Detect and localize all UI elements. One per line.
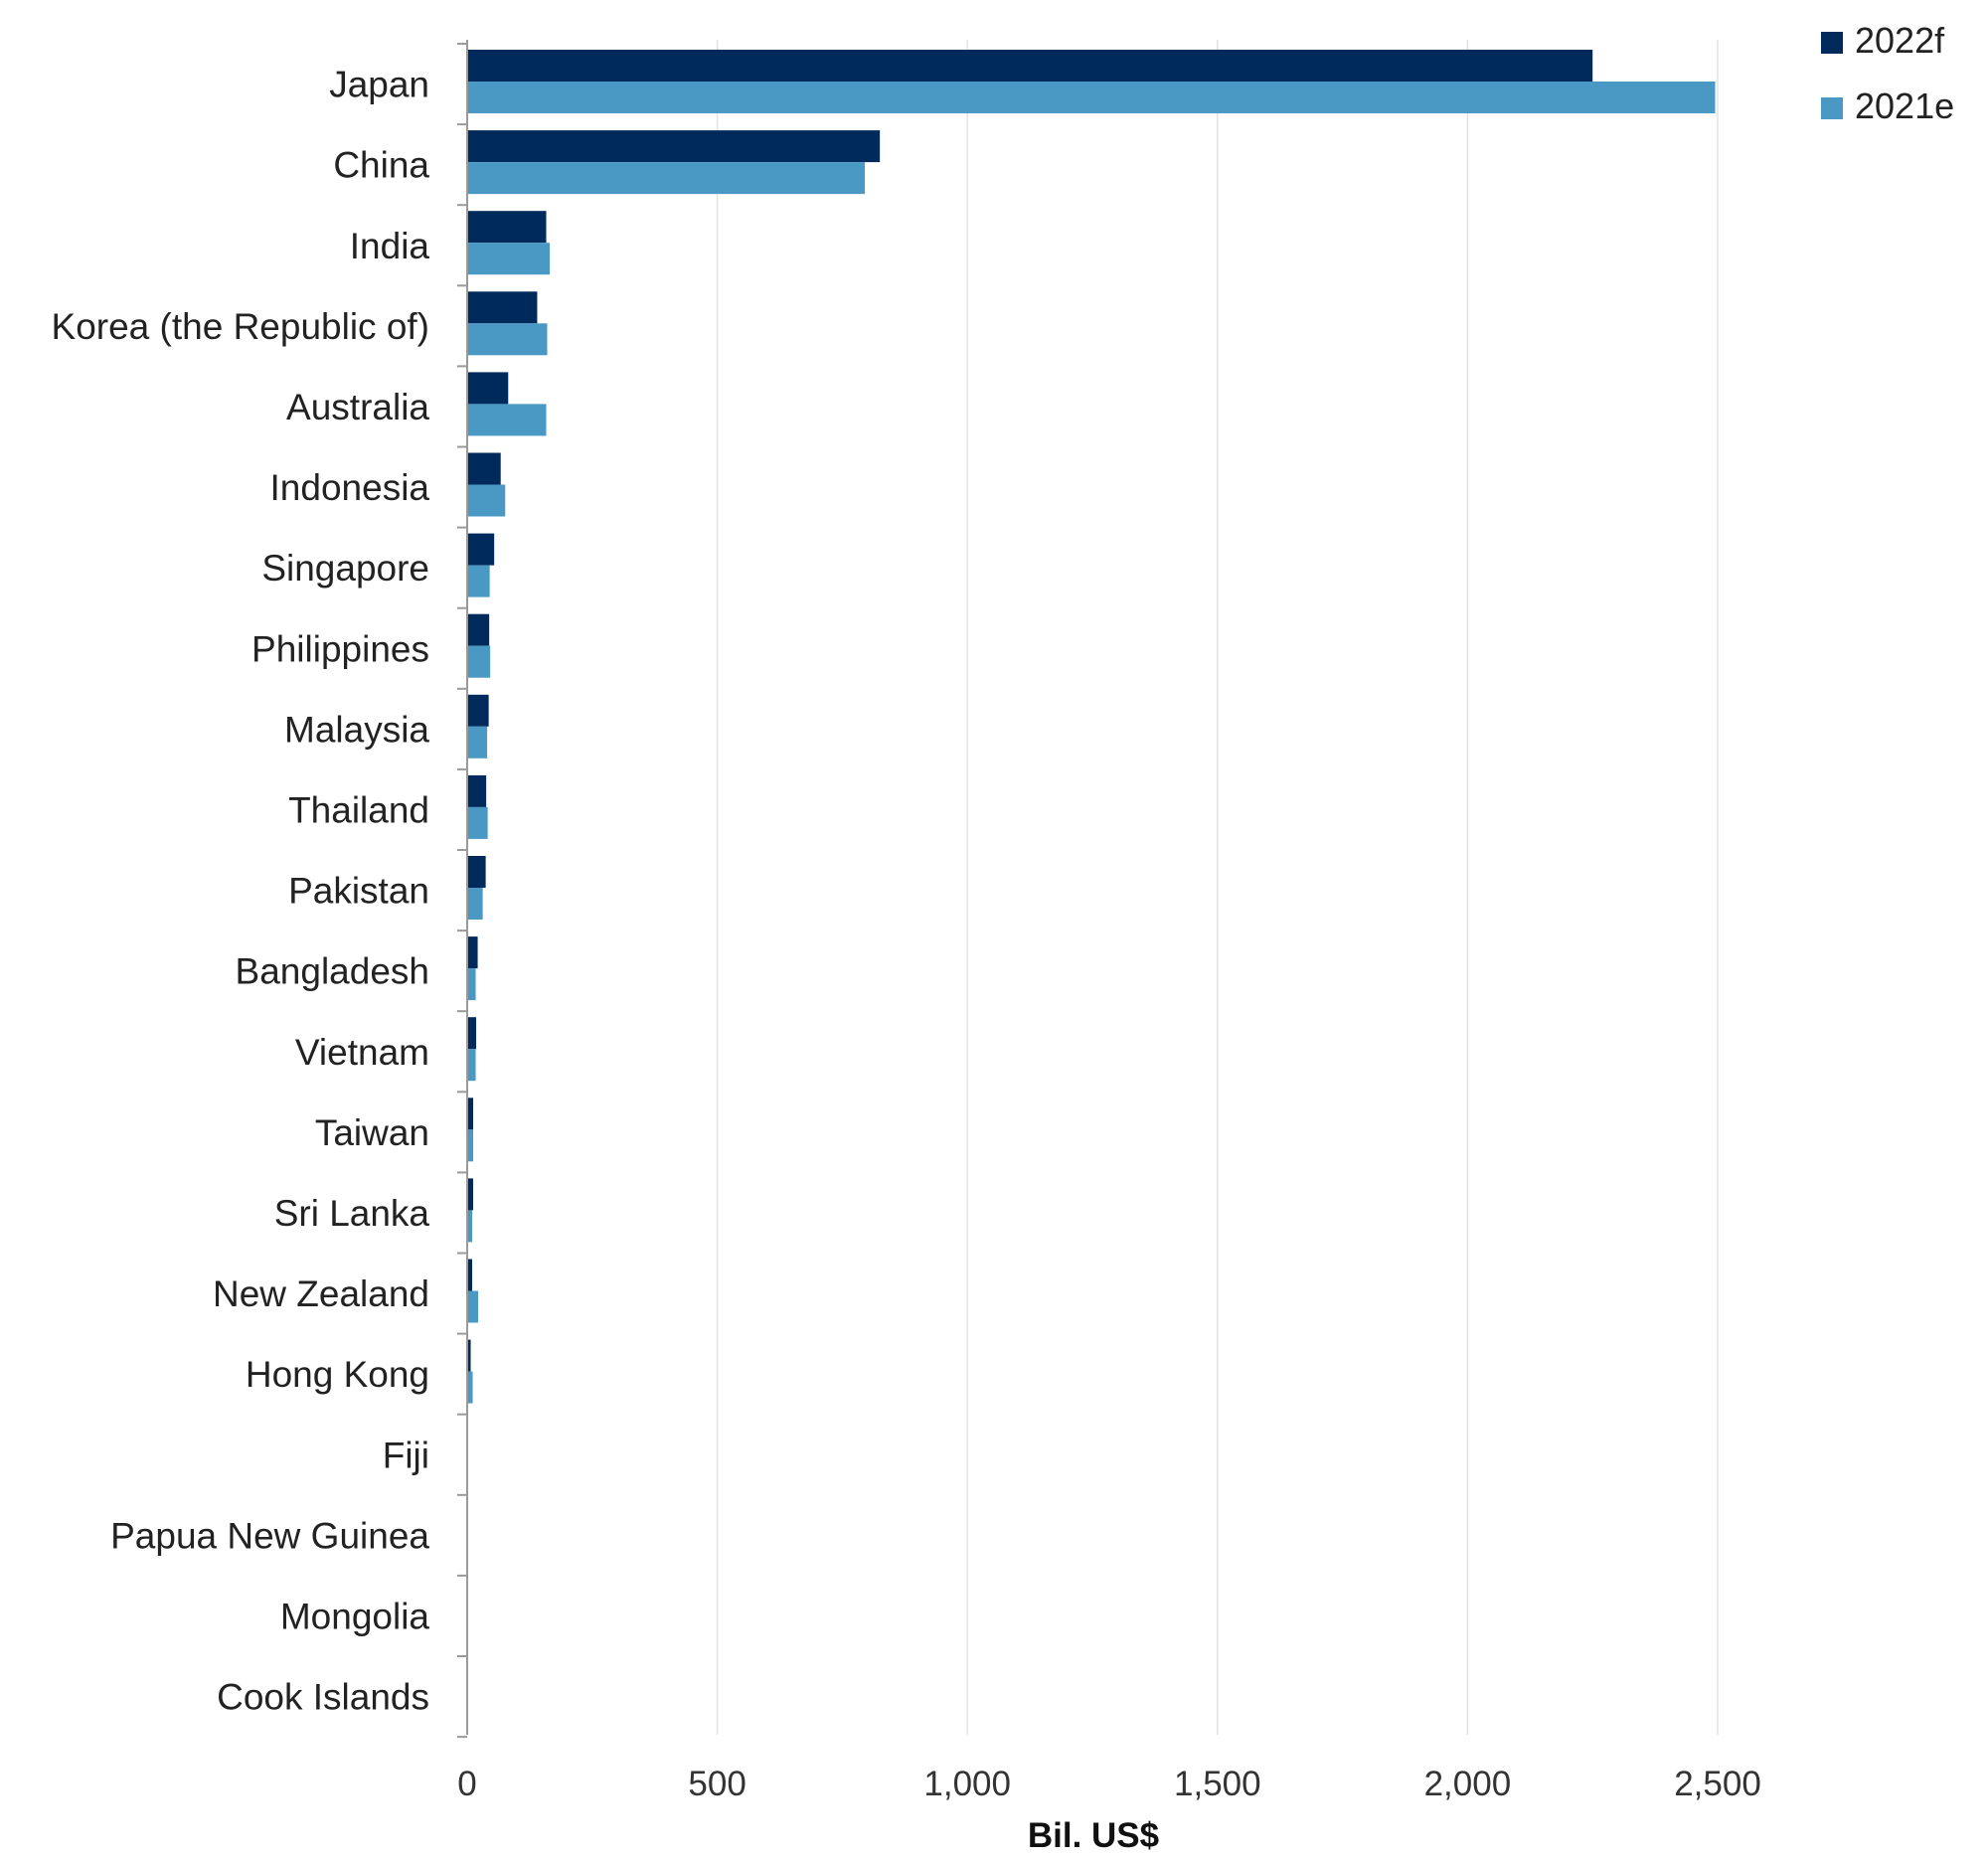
bar-2022f-thailand xyxy=(467,774,487,807)
bars xyxy=(467,50,1716,1404)
gridlines xyxy=(716,40,1719,1735)
category-label: Mongolia xyxy=(280,1596,430,1636)
x-tick-label-2000: 2,000 xyxy=(1424,1765,1512,1803)
bar-2022f-new-zealand xyxy=(467,1259,473,1291)
x-tick-labels: 0 500 1,000 1,500 2,000 2,500 xyxy=(457,1765,1761,1803)
legend-swatch-2022f xyxy=(1821,32,1843,54)
category-label: India xyxy=(350,226,430,266)
category-label: Papua New Guinea xyxy=(110,1515,429,1556)
x-tick-label-500: 500 xyxy=(688,1765,746,1803)
bar-2022f-malaysia xyxy=(467,694,489,727)
category-label: Cook Islands xyxy=(217,1677,429,1718)
category-label: Vietnam xyxy=(295,1032,429,1073)
bar-2021e-taiwan xyxy=(467,1129,474,1162)
bar-2021e-sri-lanka xyxy=(467,1210,473,1243)
legend: 2022f 2021e xyxy=(1821,20,1954,126)
bar-2021e-australia xyxy=(467,404,547,436)
bar-2022f-pakistan xyxy=(467,856,486,888)
category-label: Australia xyxy=(286,387,429,427)
bar-2022f-sri-lanka xyxy=(467,1178,474,1211)
bar-2022f-vietnam xyxy=(467,1017,477,1050)
bar-2021e-vietnam xyxy=(467,1049,476,1082)
category-label: Indonesia xyxy=(270,467,430,508)
category-label: Fiji xyxy=(383,1435,429,1475)
category-label: Singapore xyxy=(261,548,429,589)
bar-2021e-philippines xyxy=(467,645,491,678)
category-label: Philippines xyxy=(251,628,429,669)
bar-2021e-thailand xyxy=(467,806,488,839)
bar-2021e-hong-kong xyxy=(467,1371,473,1404)
bar-2021e-new-zealand xyxy=(467,1290,479,1323)
bar-2021e-indonesia xyxy=(467,484,506,517)
bar-2021e-china xyxy=(467,162,866,195)
bar-2022f-china xyxy=(467,130,881,163)
category-label: Sri Lanka xyxy=(274,1193,430,1234)
category-label: Malaysia xyxy=(284,709,429,750)
x-tick-label-0: 0 xyxy=(457,1765,476,1803)
bar-2021e-malaysia xyxy=(467,726,488,759)
category-label: Taiwan xyxy=(315,1112,429,1153)
bar-2021e-korea-the-republic-of- xyxy=(467,323,548,356)
x-tick-label-1000: 1,000 xyxy=(923,1765,1011,1803)
x-axis-title: Bil. US$ xyxy=(1028,1816,1159,1855)
category-labels: Japan China India Korea (the Republic of) Au… xyxy=(52,65,430,1718)
legend-label-2021e: 2021e xyxy=(1855,85,1954,126)
bar-2022f-bangladesh xyxy=(467,936,478,969)
bar-2022f-japan xyxy=(467,50,1593,82)
legend-swatch-2021e xyxy=(1821,97,1843,119)
category-label: Bangladesh xyxy=(236,951,429,992)
x-tick-label-1500: 1,500 xyxy=(1174,1765,1261,1803)
category-label: New Zealand xyxy=(213,1273,429,1314)
x-tick-label-2500: 2,500 xyxy=(1674,1765,1761,1803)
bar-2022f-singapore xyxy=(467,533,495,566)
bar-2021e-singapore xyxy=(467,565,490,597)
category-label: Korea (the Republic of) xyxy=(52,306,429,347)
bar-2022f-philippines xyxy=(467,613,490,646)
bar-2022f-australia xyxy=(467,372,509,405)
bar-2021e-bangladesh xyxy=(467,968,476,1001)
category-label: China xyxy=(333,145,429,186)
legend-label-2022f: 2022f xyxy=(1855,20,1945,61)
bar-2021e-india xyxy=(467,243,551,275)
bar-2022f-hong-kong xyxy=(467,1339,471,1372)
category-label: Thailand xyxy=(288,789,429,830)
bar-2021e-pakistan xyxy=(467,888,483,920)
category-label: Hong Kong xyxy=(246,1354,429,1395)
bar-2021e-japan xyxy=(467,82,1716,113)
bar-2022f-india xyxy=(467,211,547,244)
bar-2022f-korea-the-republic-of- xyxy=(467,291,538,324)
bar-2022f-indonesia xyxy=(467,452,501,485)
category-label: Pakistan xyxy=(288,871,429,912)
bar-2022f-taiwan xyxy=(467,1098,474,1130)
category-label: Japan xyxy=(329,65,429,105)
category-axis xyxy=(457,40,468,1739)
